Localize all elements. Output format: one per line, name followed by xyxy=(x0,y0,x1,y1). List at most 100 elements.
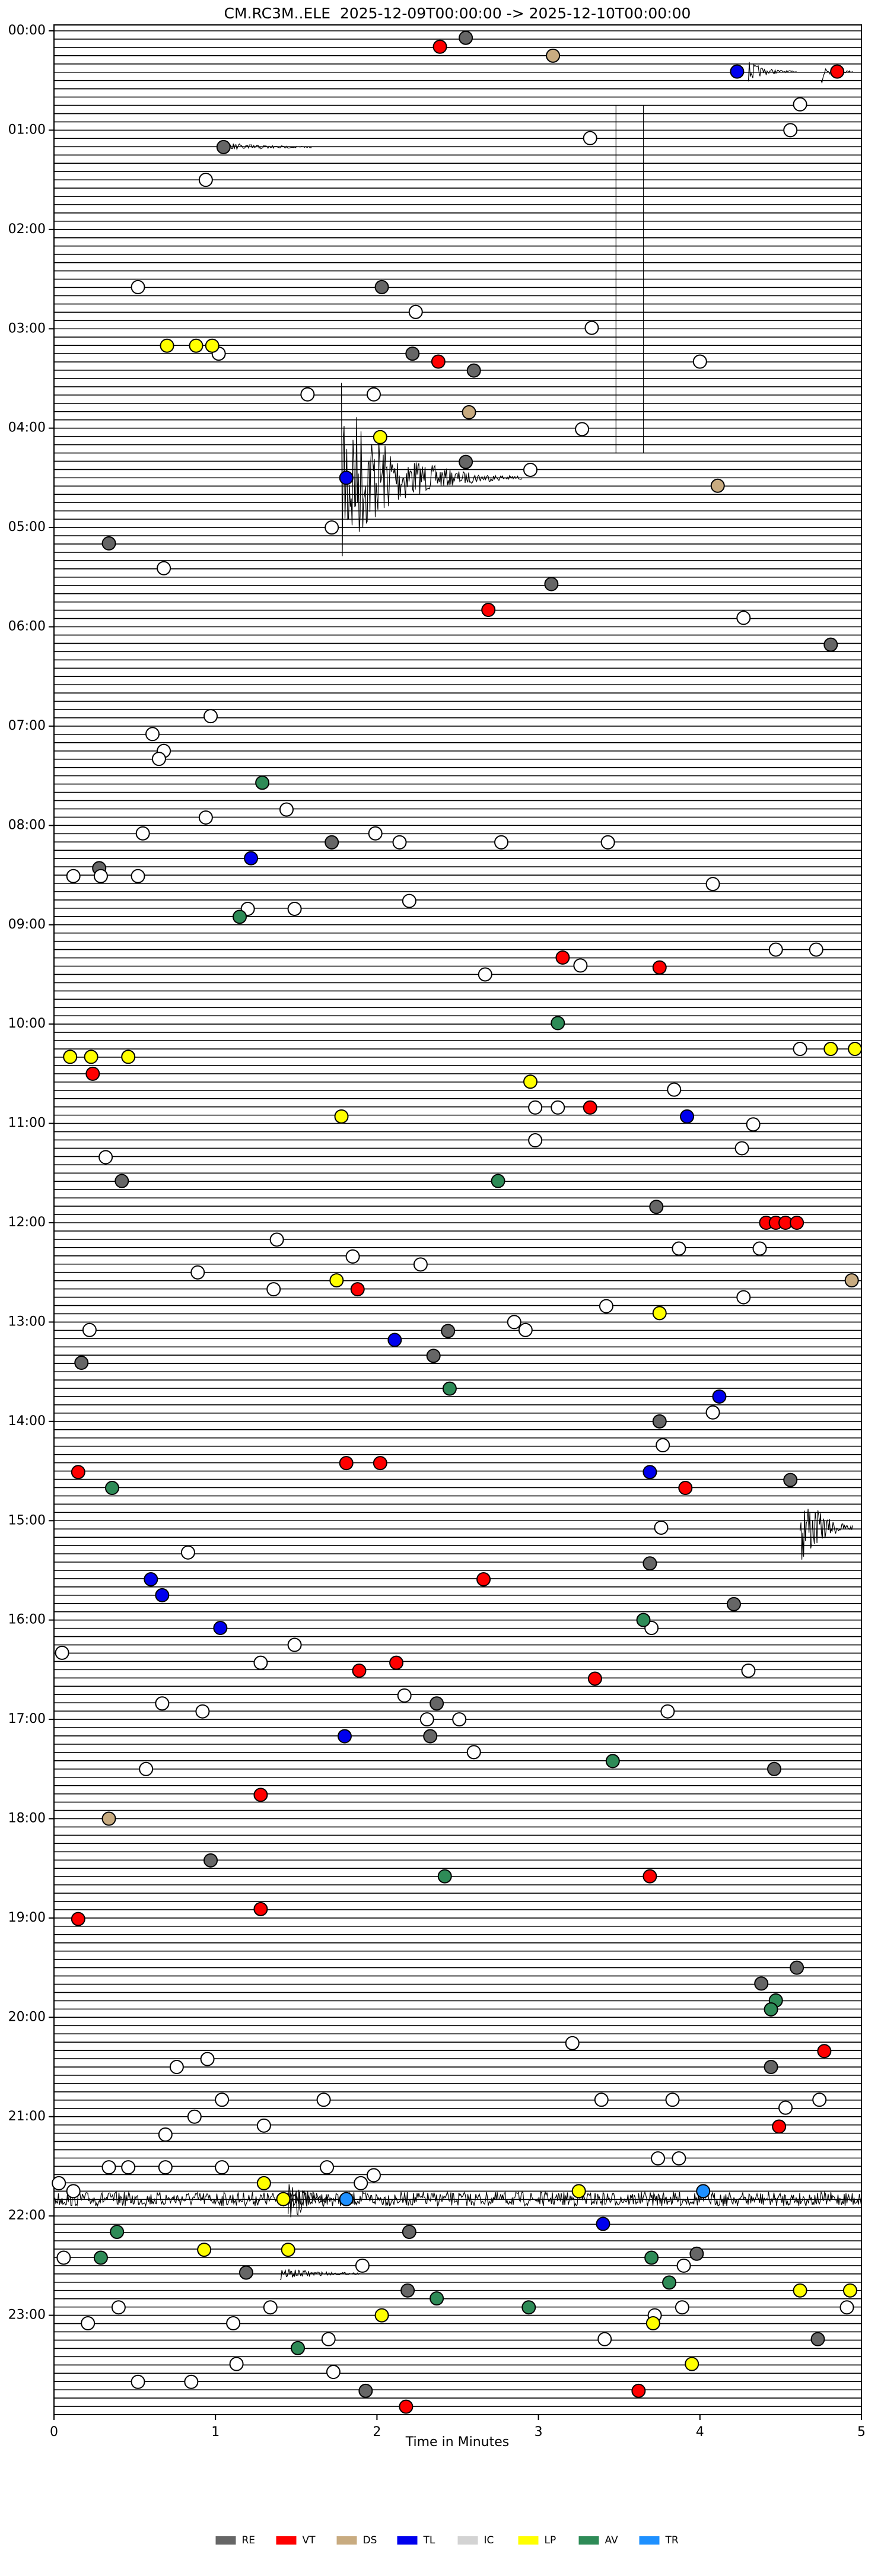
event-marker xyxy=(772,2119,787,2134)
event-marker xyxy=(494,835,508,850)
event-marker xyxy=(111,2300,126,2315)
event-marker xyxy=(459,454,473,469)
trace-waveform xyxy=(288,2184,329,2218)
event-marker xyxy=(190,1265,205,1280)
event-marker xyxy=(131,279,145,294)
event-marker xyxy=(316,2092,331,2107)
trace-waveform xyxy=(800,1509,853,1560)
event-marker xyxy=(437,1869,452,1884)
event-marker xyxy=(392,835,407,850)
legend-label: TL xyxy=(423,2534,435,2546)
event-marker xyxy=(74,1356,89,1370)
event-marker xyxy=(350,1282,365,1297)
event-marker xyxy=(654,1520,669,1535)
event-marker xyxy=(408,304,423,319)
event-marker xyxy=(215,2092,230,2107)
event-marker xyxy=(736,1290,751,1305)
event-marker xyxy=(848,1042,863,1057)
event-marker xyxy=(656,1438,670,1453)
event-marker xyxy=(66,869,81,883)
event-marker xyxy=(528,1133,543,1148)
event-marker xyxy=(402,2224,416,2239)
event-marker xyxy=(746,1117,761,1132)
event-marker xyxy=(253,1901,268,1916)
event-marker xyxy=(255,775,270,790)
trace-waveform xyxy=(341,383,523,556)
event-marker xyxy=(263,2300,278,2315)
event-marker xyxy=(583,131,597,145)
event-marker xyxy=(101,536,116,551)
y-tick-label: 22:00 xyxy=(8,2208,46,2223)
event-marker xyxy=(573,958,588,973)
event-marker xyxy=(521,2300,536,2315)
event-marker xyxy=(692,354,707,369)
y-tick-label: 09:00 xyxy=(8,917,46,932)
event-marker xyxy=(839,2300,854,2315)
event-marker xyxy=(71,1465,85,1480)
event-marker xyxy=(226,2316,241,2330)
event-marker xyxy=(266,1282,281,1297)
event-marker xyxy=(82,1322,97,1337)
event-marker xyxy=(768,942,783,957)
event-marker xyxy=(476,1572,491,1587)
event-marker xyxy=(652,960,667,975)
event-marker xyxy=(600,835,615,850)
event-marker xyxy=(584,320,599,335)
event-marker xyxy=(354,2176,368,2190)
event-marker xyxy=(575,422,590,437)
event-marker xyxy=(144,1572,158,1587)
event-marker xyxy=(155,1588,170,1602)
event-marker xyxy=(195,1704,210,1719)
y-tick-label: 01:00 xyxy=(8,122,46,137)
y-tick-label: 08:00 xyxy=(8,818,46,832)
event-marker xyxy=(93,869,108,883)
y-tick-label: 14:00 xyxy=(8,1414,46,1429)
legend-swatch xyxy=(639,2536,660,2545)
event-marker xyxy=(405,346,420,361)
event-marker xyxy=(672,1241,686,1256)
event-marker xyxy=(180,1545,195,1560)
event-marker xyxy=(423,1729,438,1744)
legend-label: TR xyxy=(665,2534,679,2546)
event-marker xyxy=(734,1141,749,1156)
event-marker xyxy=(213,1621,228,1636)
event-marker xyxy=(478,967,492,982)
event-marker xyxy=(131,2374,145,2389)
event-marker xyxy=(155,1696,170,1711)
event-marker xyxy=(705,1405,720,1420)
y-tick-label: 23:00 xyxy=(8,2308,46,2323)
event-marker xyxy=(238,2265,253,2280)
event-marker xyxy=(790,1216,804,1230)
event-marker xyxy=(98,1150,113,1165)
event-marker xyxy=(281,2243,295,2257)
event-marker xyxy=(636,1613,651,1627)
event-marker xyxy=(823,1042,838,1057)
event-marker xyxy=(583,1100,597,1115)
trace-waveform xyxy=(279,2269,361,2280)
event-marker xyxy=(334,1109,349,1124)
event-marker xyxy=(546,48,561,63)
event-marker xyxy=(216,139,231,154)
event-marker xyxy=(325,520,339,535)
event-marker xyxy=(253,1655,268,1670)
event-marker xyxy=(345,1249,360,1264)
event-marker xyxy=(256,2118,271,2133)
event-marker xyxy=(402,893,416,908)
event-marker xyxy=(793,97,807,112)
event-marker xyxy=(675,2300,689,2315)
legend-swatch xyxy=(397,2536,418,2545)
event-marker xyxy=(649,1200,664,1214)
event-marker xyxy=(793,2283,807,2298)
event-marker xyxy=(844,1273,859,1288)
plot-frame xyxy=(53,24,862,2415)
event-marker xyxy=(426,1349,441,1363)
event-marker xyxy=(56,2250,71,2265)
y-tick-label: 17:00 xyxy=(8,1712,46,1726)
event-marker xyxy=(696,2184,711,2199)
event-marker xyxy=(842,2283,857,2298)
event-marker xyxy=(187,2109,202,2124)
event-marker xyxy=(169,2060,184,2075)
event-marker xyxy=(135,826,150,841)
event-marker xyxy=(452,1712,467,1727)
